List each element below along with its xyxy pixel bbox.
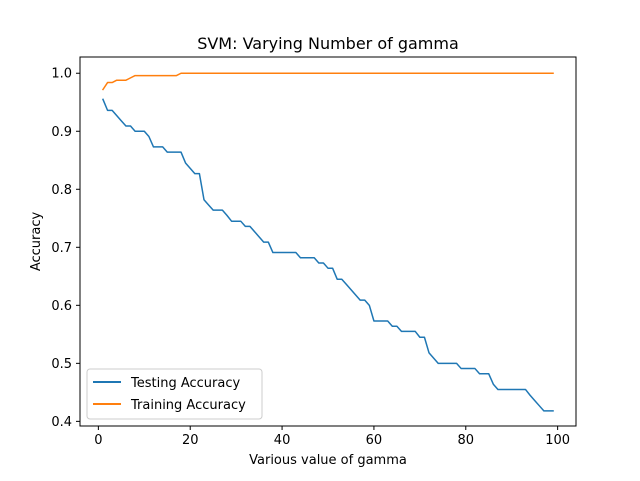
chart-title: SVM: Varying Number of gamma bbox=[197, 34, 459, 53]
y-tick-label: 0.4 bbox=[51, 415, 72, 430]
x-tick-label: 20 bbox=[182, 433, 199, 448]
y-tick-label: 0.8 bbox=[51, 183, 72, 198]
y-tick-label: 0.7 bbox=[51, 241, 72, 256]
plot-area bbox=[101, 72, 554, 412]
legend-box bbox=[86, 368, 263, 420]
axes-frame bbox=[79, 56, 577, 427]
x-tick-label: 0 bbox=[94, 433, 102, 448]
y-tick-label: 1.0 bbox=[51, 67, 72, 82]
x-axis-ticks: 0 20 40 60 80 100 bbox=[94, 426, 570, 448]
legend-label-training: Training Accuracy bbox=[130, 398, 246, 413]
x-tick-label: 100 bbox=[545, 433, 570, 448]
y-axis-ticks: 0.4 0.5 0.6 0.7 0.8 0.9 1.0 bbox=[51, 67, 80, 430]
series-line-testing-accuracy bbox=[101, 98, 554, 412]
y-axis-label: Accuracy bbox=[29, 212, 44, 272]
y-tick-label: 0.5 bbox=[51, 357, 72, 372]
legend: Testing Accuracy Training Accuracy bbox=[86, 368, 263, 420]
x-tick-label: 80 bbox=[458, 433, 475, 448]
series-line-training-accuracy bbox=[101, 72, 554, 91]
x-tick-label: 40 bbox=[274, 433, 291, 448]
y-tick-label: 0.6 bbox=[51, 299, 72, 314]
legend-label-testing: Testing Accuracy bbox=[130, 376, 240, 391]
x-tick-label: 60 bbox=[366, 433, 383, 448]
x-axis-label: Various value of gamma bbox=[249, 453, 407, 468]
y-tick-label: 0.9 bbox=[51, 125, 72, 140]
